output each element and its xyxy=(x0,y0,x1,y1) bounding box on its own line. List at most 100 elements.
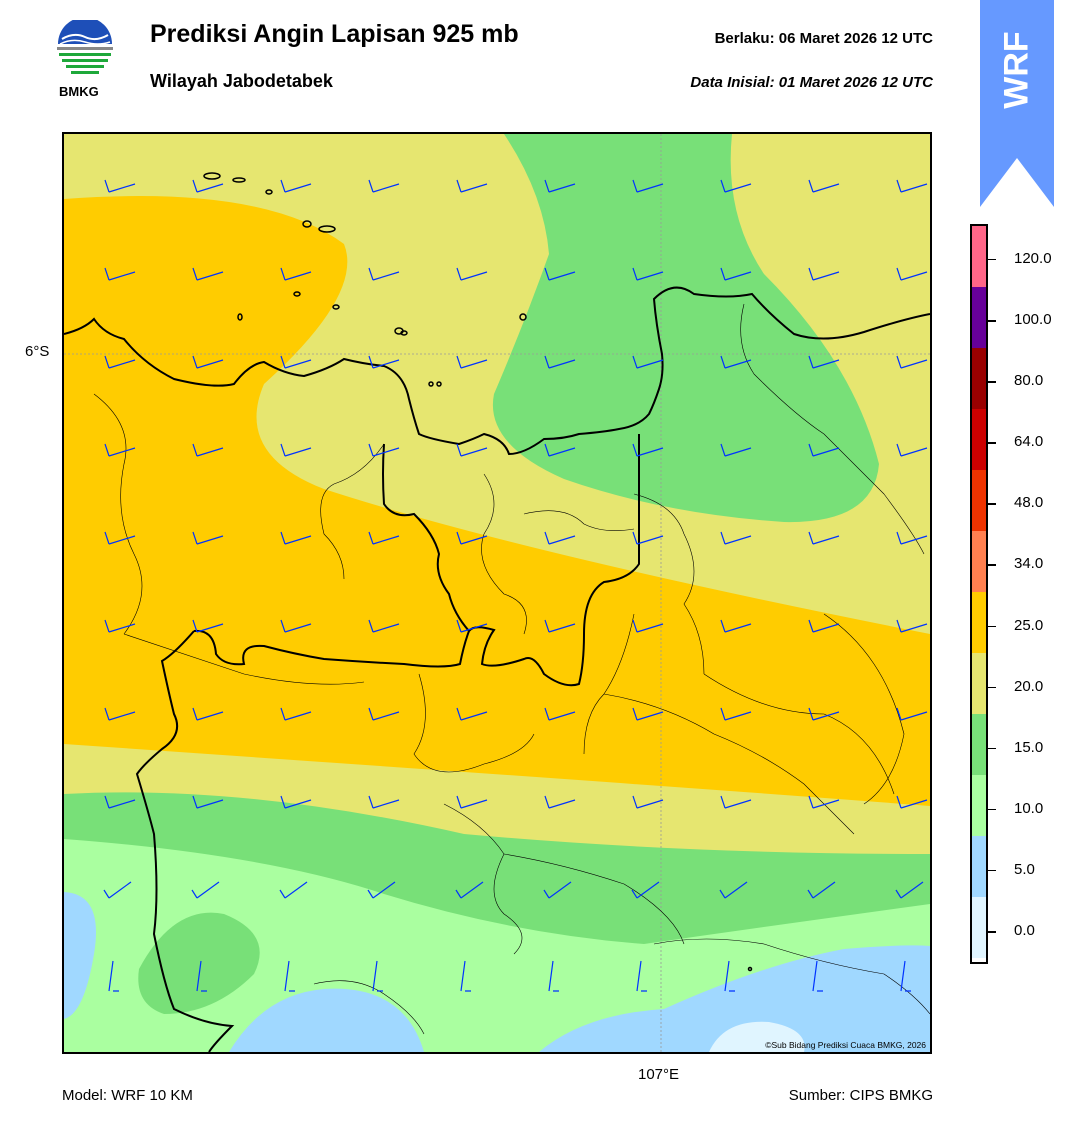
wind-barb xyxy=(808,619,840,633)
wind-barb xyxy=(720,267,752,281)
wind-barb xyxy=(544,619,576,633)
wrf-badge: WRF xyxy=(980,0,1054,210)
wind-barb xyxy=(456,443,488,457)
wind-barb xyxy=(191,881,220,899)
colorbar-tick xyxy=(988,869,996,872)
wind-barb xyxy=(719,881,748,899)
wind-barb xyxy=(896,443,928,457)
colorbar-tick xyxy=(988,381,996,383)
wind-barb xyxy=(896,267,928,281)
wind-barb xyxy=(104,619,136,633)
contour-15-20-blob xyxy=(138,912,260,1014)
wind-barb xyxy=(632,179,664,193)
wind-barb xyxy=(368,707,400,721)
wind-barb xyxy=(896,179,928,193)
wind-barb xyxy=(720,531,752,545)
wind-barb xyxy=(192,355,224,369)
wind-barb xyxy=(280,619,312,633)
wind-barb xyxy=(280,179,312,193)
wind-barb xyxy=(720,795,752,809)
wind-barb xyxy=(284,960,295,992)
colorbar-tick xyxy=(988,625,996,627)
wind-barb xyxy=(108,960,119,992)
bmkg-logo xyxy=(54,17,116,82)
contour-0-5 xyxy=(709,1021,805,1052)
wind-barb xyxy=(632,619,664,633)
wind-barb xyxy=(632,707,664,721)
coastline-north xyxy=(64,286,930,456)
wrf-badge-text: WRF xyxy=(997,31,1036,109)
wind-barb xyxy=(456,619,488,633)
colorbar-tick-label: 15.0 xyxy=(1014,738,1044,756)
colorbar-segment xyxy=(972,287,986,348)
wind-barb xyxy=(103,881,132,899)
contour-15-20-north xyxy=(492,134,879,523)
wind-barb xyxy=(456,531,488,545)
wind-barb xyxy=(192,443,224,457)
wind-barb xyxy=(720,619,752,633)
wind-barb xyxy=(544,179,576,193)
wind-barb xyxy=(368,443,400,457)
colorbar-segment xyxy=(972,836,986,897)
map-credit: ©Sub Bidang Prediksi Cuaca BMKG, 2026 xyxy=(765,1040,926,1050)
wind-barb xyxy=(104,355,136,369)
wind-barb xyxy=(720,355,752,369)
wind-barb xyxy=(192,267,224,281)
colorbar-tick xyxy=(988,564,996,566)
wind-barb xyxy=(104,179,136,193)
wind-barb xyxy=(280,267,312,281)
wind-barb xyxy=(720,179,752,193)
colorbar-tick-label: 64.0 xyxy=(1014,433,1044,451)
colorbar-segment xyxy=(972,226,986,287)
colorbar-tick-label: 100.0 xyxy=(1014,311,1052,328)
wind-barb xyxy=(548,960,559,992)
wind-barb xyxy=(632,795,664,809)
wind-barb xyxy=(192,179,224,193)
map-subtitle: Wilayah Jabodetabek xyxy=(150,71,333,91)
wind-barb xyxy=(720,443,752,457)
wind-barb xyxy=(104,267,136,281)
jakarta-border xyxy=(382,443,470,632)
colorbar-tick-label: 5.0 xyxy=(1014,860,1035,878)
wind-barb xyxy=(544,267,576,281)
wind-barb xyxy=(808,267,840,281)
colorbar-tick-label: 48.0 xyxy=(1014,494,1044,512)
colorbar-tick-label: 34.0 xyxy=(1014,555,1044,573)
wind-barb xyxy=(279,881,308,899)
wind-barb xyxy=(896,707,928,721)
wind-barb xyxy=(192,531,224,545)
contour-5-10-west xyxy=(64,892,96,1019)
colorbar-tick xyxy=(988,320,996,322)
wind-barb xyxy=(812,960,823,992)
wind-barb xyxy=(280,355,312,369)
wind-barb xyxy=(544,531,576,545)
colorbar-segment xyxy=(972,897,986,958)
wind-barb xyxy=(368,795,400,809)
wind-barb xyxy=(808,795,840,809)
colorbar-segment xyxy=(972,409,986,470)
colorbar-tick xyxy=(988,442,996,444)
wind-barb xyxy=(280,443,312,457)
colorbar-segment xyxy=(972,958,986,962)
wind-barb xyxy=(895,881,924,899)
wind-barb xyxy=(808,179,840,193)
wind-barb xyxy=(636,960,647,992)
colorbar-segment xyxy=(972,348,986,409)
wind-barb xyxy=(368,267,400,281)
longitude-label: 107°E xyxy=(638,1066,680,1083)
wind-barb xyxy=(192,795,224,809)
wind-barb xyxy=(104,443,136,457)
wind-barb xyxy=(104,531,136,545)
wind-barb xyxy=(632,355,664,369)
wind-barb xyxy=(456,355,488,369)
wind-barb xyxy=(631,881,660,899)
wind-barb xyxy=(896,355,928,369)
contour-5-10-south xyxy=(229,988,424,1052)
wind-barb xyxy=(632,267,664,281)
colorbar-segment xyxy=(972,470,986,531)
wind-barb xyxy=(544,355,576,369)
colorbar-segment xyxy=(972,714,986,775)
colorbar-tick xyxy=(988,503,996,505)
contour-5-10-east xyxy=(539,945,930,1052)
wind-barb xyxy=(280,707,312,721)
